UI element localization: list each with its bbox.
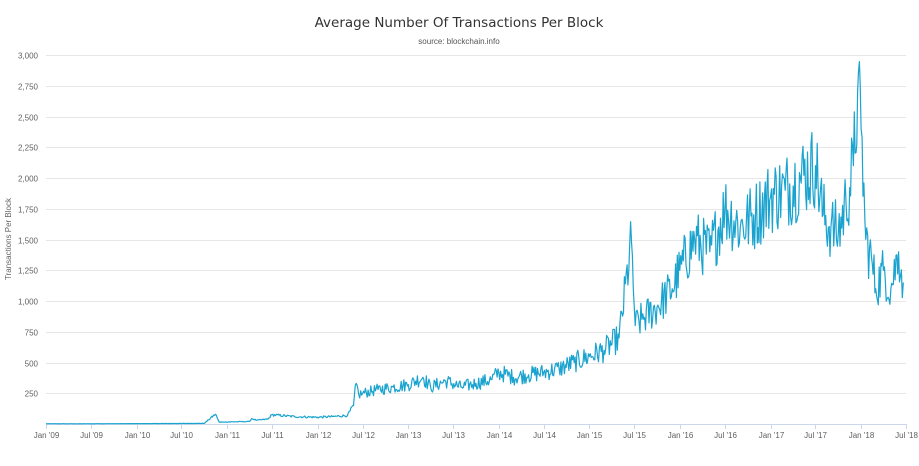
x-tick-label: Jan '13 (396, 431, 422, 440)
y-tick-label: 2,000 (18, 175, 39, 184)
x-tick-label: Jan '11 (215, 431, 241, 440)
x-tick-label: Jul '17 (804, 431, 827, 440)
x-tick-label: Jan '16 (668, 431, 694, 440)
x-tick-label: Jul '12 (352, 431, 375, 440)
x-tick-label: Jan '17 (759, 431, 785, 440)
x-tick-label: Jul '11 (261, 431, 284, 440)
x-tick-label: Jul '16 (714, 431, 737, 440)
y-tick-label: 2,500 (18, 114, 39, 123)
chart-subtitle: source: blockchain.info (418, 37, 500, 46)
y-tick-label: 1,750 (18, 206, 39, 215)
y-tick-label: 1,000 (18, 298, 39, 307)
y-tick-label: 750 (25, 329, 39, 338)
x-tick-label: Jan '10 (125, 431, 151, 440)
x-tick-label: Jul '15 (623, 431, 646, 440)
x-tick-label: Jan '18 (849, 431, 875, 440)
y-tick-label: 2,750 (18, 83, 39, 92)
y-tick-label: 1,250 (18, 267, 39, 276)
y-axis-ticks: 250 500 750 1,000 1,250 1,500 1,750 2,000 2,250 2… (18, 52, 39, 399)
y-tick-label: 500 (25, 360, 39, 369)
x-tick-label: Jul '18 (895, 431, 918, 440)
y-tick-label: 3,000 (18, 52, 39, 61)
x-tick-label: Jan '14 (487, 431, 513, 440)
x-tick-label: Jul '10 (170, 431, 193, 440)
y-tick-label: 250 (25, 390, 39, 399)
chart-title: Average Number Of Transactions Per Block (315, 15, 604, 31)
x-tick-label: Jan '15 (577, 431, 603, 440)
x-tick-label: Jul '09 (80, 431, 103, 440)
y-tick-label: 2,250 (18, 144, 39, 153)
x-tick-label: Jan '09 (34, 431, 60, 440)
y-axis-title: Transactions Per Block (4, 197, 13, 280)
x-tick-label: Jul '13 (442, 431, 465, 440)
grid-lines (46, 55, 906, 394)
x-tick-label: Jul '14 (533, 431, 556, 440)
x-axis-ticks: Jan '09 Jul '09 Jan '10 Jul '10 Jan '11 Jul '… (34, 424, 918, 440)
x-tick-label: Jan '12 (306, 431, 332, 440)
series-line (45, 61, 904, 425)
y-tick-label: 1,500 (18, 237, 39, 246)
series-layer (45, 61, 904, 425)
